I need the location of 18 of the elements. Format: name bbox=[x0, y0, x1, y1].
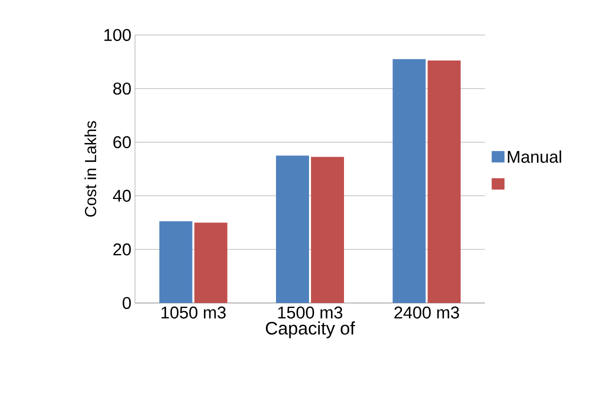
y-tick-label: 60 bbox=[113, 136, 131, 148]
bar bbox=[159, 221, 192, 303]
y-axis-title: Cost in Lakhs bbox=[84, 121, 96, 217]
y-tick-label: 20 bbox=[113, 243, 131, 256]
x-axis-title: Capacity of bbox=[266, 321, 356, 338]
bar bbox=[311, 156, 344, 303]
x-tick-label: 2400 m3 bbox=[394, 306, 459, 319]
y-tick-label: 0 bbox=[122, 296, 131, 310]
bar bbox=[194, 222, 228, 303]
bar bbox=[392, 59, 426, 303]
y-tick-label: 40 bbox=[112, 190, 131, 202]
bar bbox=[428, 60, 461, 303]
x-tick-label: 1050 m3 bbox=[162, 306, 226, 319]
bar bbox=[276, 156, 310, 303]
legend-label: Manual bbox=[508, 150, 562, 163]
y-tick-label: 80 bbox=[113, 82, 131, 95]
x-tick-label: 1500 m3 bbox=[278, 306, 342, 319]
y-tick-label: 100 bbox=[104, 28, 131, 42]
